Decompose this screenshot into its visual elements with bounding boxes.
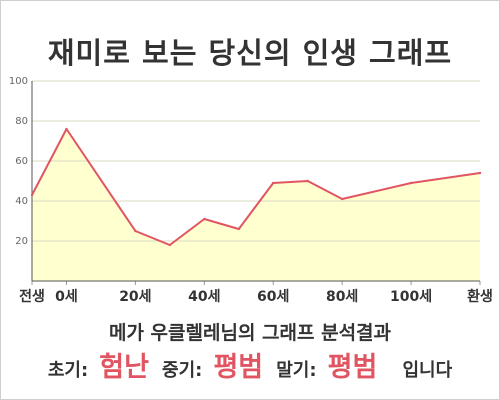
x-tick-label: 80세 [326,289,358,305]
x-tick-label: 20세 [119,289,151,305]
data-point [409,181,413,185]
x-tick-label: 60세 [257,289,289,305]
data-point [272,181,275,185]
data-point [306,179,309,183]
chart-title: 재미로 보는 당신의 인생 그래프 [47,36,453,70]
y-tick-label: 80 [15,116,28,127]
middle-life-value: 평범 [213,352,264,383]
y-tick-label: 60 [15,156,28,167]
data-point [168,243,172,247]
area-fill [32,129,480,281]
data-point [134,229,137,233]
y-tick-label: 20 [15,236,28,247]
x-tick-label: 환생 [467,288,493,305]
x-tick-label: 0세 [55,289,78,305]
data-point [340,197,344,201]
middle-life-label: 중기: [162,360,203,381]
result-ending: 입니다 [402,360,453,381]
data-point [237,227,240,231]
data-point [65,127,68,131]
x-tick-label: 전생 [19,288,45,305]
analysis-result: 초기: 험난 중기: 평범 말기: 평범 입니다 [0,345,500,384]
late-life-value: 평범 [327,352,378,383]
data-point [203,217,206,221]
x-tick-label: 40세 [188,289,220,305]
x-tick-label: 100세 [390,289,432,305]
early-life-value: 험난 [99,352,149,383]
data-point [478,171,482,175]
y-tick-label: 100 [9,76,28,87]
late-life-label: 말기: [276,360,317,381]
y-tick-label: 40 [15,196,28,207]
analysis-subtitle: 메가 우클렐레님의 그래프 분석결과 [108,322,392,344]
data-point [30,193,34,197]
early-life-label: 초기: [47,360,89,381]
